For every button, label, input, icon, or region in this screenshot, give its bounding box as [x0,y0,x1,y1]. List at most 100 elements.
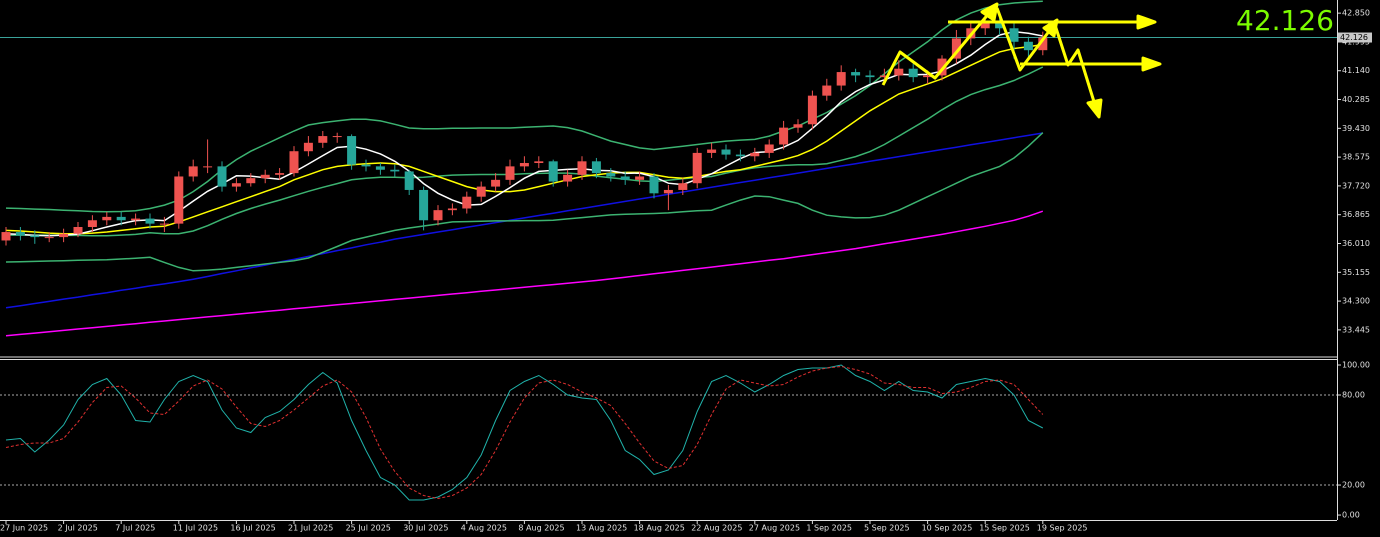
y-tick-label: 39.430 [1342,124,1370,133]
x-tick-label: 4 Aug 2025 [461,524,507,533]
candle-body [131,218,141,221]
x-tick-label: 19 Sep 2025 [1037,524,1088,533]
indicator-line [5,132,1043,309]
y-tick-label: 36.865 [1342,210,1370,219]
candle-body [908,68,918,78]
x-tick-label: 10 Sep 2025 [922,524,973,533]
candle-body [102,216,112,221]
candle-body [649,176,659,194]
candle-body [347,136,357,165]
candle-body [491,179,501,187]
candle-body [865,75,875,78]
candle-body [15,232,25,236]
candle-body [851,72,861,76]
candle-body [577,161,587,175]
candle-body [548,161,558,182]
candle-body [87,220,97,227]
candle-body [836,72,846,86]
candle-body [174,176,184,224]
candle-body [1009,28,1019,42]
candle-body [750,152,760,157]
y-tick-label: 35.155 [1342,268,1370,277]
x-tick-label: 1 Sep 2025 [806,524,852,533]
x-tick-label: 5 Sep 2025 [864,524,910,533]
x-tick-label: 15 Sep 2025 [979,524,1030,533]
candle-body [476,186,486,197]
candle-body [318,136,328,143]
x-tick-label: 27 Aug 2025 [749,524,800,533]
candle-body [44,237,54,239]
x-tick-label: 13 Aug 2025 [576,524,627,533]
annotations [881,2,1162,119]
x-tick-label: 2 Jul 2025 [58,524,98,533]
y-tick-label: 100.00 [1342,361,1370,370]
candle-body [332,136,342,138]
arrowhead [1141,56,1162,72]
candle-body [678,183,688,190]
arrowhead [980,2,999,22]
x-tick-label: 22 Aug 2025 [691,524,742,533]
last-price-label: 42.126 [1236,4,1334,37]
y-tick-label: 0.00 [1342,511,1360,520]
x-tick-label: 30 Jul 2025 [403,524,448,533]
candle-body [879,75,889,78]
indicator-line [6,66,1044,237]
y-tick-label: 37.720 [1342,181,1370,190]
candle-body [116,216,126,221]
candle-body [764,144,774,153]
candle-body [937,58,947,76]
arrowhead [1086,98,1103,119]
candle-body [217,166,227,187]
y-tick-label: 20.00 [1342,481,1365,490]
candle-body [404,171,414,190]
candle-body [923,75,933,78]
x-tick-label: 11 Jul 2025 [173,524,218,533]
candle-body [735,154,745,157]
candle-body [534,161,544,164]
candle-body [289,151,299,174]
candle-body [447,208,457,211]
x-tick-label: 16 Jul 2025 [230,524,275,533]
candle-body [275,173,285,175]
x-tick-label: 18 Aug 2025 [634,524,685,533]
candle-body [606,173,616,177]
y-tick-label: 41.140 [1342,66,1370,75]
candle-body [707,149,717,153]
candle-body [793,124,803,128]
candle-body [188,166,198,177]
candle-body [246,178,256,184]
price-tag [1338,32,1372,43]
candle-body [159,223,169,225]
candle-body [260,174,270,179]
candle-body [419,189,429,221]
candle-body [203,166,213,168]
y-tick-label: 80.00 [1342,391,1365,400]
y-tick-label: 38.575 [1342,153,1370,162]
candle-body [375,166,385,170]
arrow [881,11,992,86]
x-tick-label: 25 Jul 2025 [346,524,391,533]
candle-body [145,218,155,224]
candle-body [980,21,990,29]
candle-body [779,127,789,145]
candle-body [73,226,83,234]
candle-body [231,183,241,187]
candle-body [721,149,731,155]
y-tick-label: 42.850 [1342,9,1370,18]
candle-body [390,169,400,172]
arrow [995,7,1052,72]
arrowhead [1136,14,1157,30]
indicator-line [5,210,1044,337]
candle-body [433,210,443,221]
candle-body [30,235,40,238]
candle-body [663,189,673,194]
arrow [1053,24,1097,106]
candle-body [1023,41,1033,51]
candle-body [1038,37,1048,51]
candle-body [692,152,702,184]
candle-body [59,233,69,238]
x-tick-label: 8 Aug 2025 [518,524,564,533]
